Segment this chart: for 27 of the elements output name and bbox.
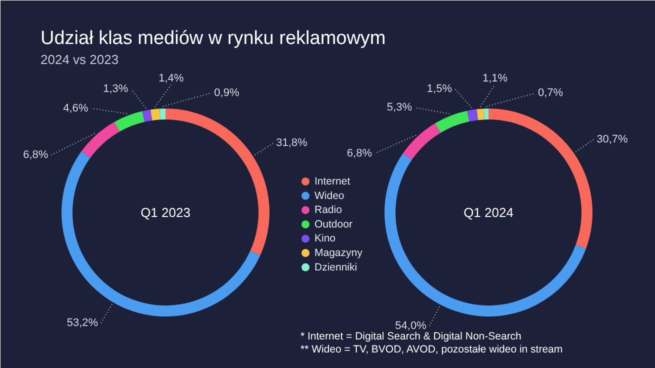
legend-label: Dzienniki (314, 261, 358, 274)
legend-label: Internet (314, 176, 350, 188)
data-label: 30,7% (596, 133, 628, 146)
legend-label: Outdoor (314, 218, 353, 230)
data-label: 4,6% (63, 102, 88, 114)
legend-label: Wideo (314, 190, 344, 202)
data-label: 1,3% (103, 83, 128, 96)
data-label: 31,8% (276, 137, 308, 150)
chart-title: Udział klas mediów w rynku reklamowym (40, 28, 386, 49)
text: * Internet = Digital Search & Digital Non-Search (300, 330, 522, 342)
text: ** Wideo = TV, BVOD, AVOD, pozostałe wideo in stream (300, 344, 563, 356)
data-label: 1,5% (426, 82, 452, 95)
data-label: 6,8% (346, 147, 372, 160)
data-label: 0,9% (214, 86, 240, 99)
chart-subtitle: 2024 vs 2023 (40, 52, 119, 67)
data-label: 53,2% (66, 317, 98, 330)
data-label: 5,3% (386, 102, 412, 114)
data-label: 1,4% (158, 72, 184, 85)
text: Q1 2024 (464, 205, 514, 220)
legend-label: Magazyny (314, 247, 364, 259)
data-label: 0,7% (538, 87, 564, 100)
data-label: 6,8% (23, 148, 48, 161)
legend-label: Radio (314, 204, 342, 216)
legend-label: Kino (314, 232, 336, 245)
text: Q1 2023 (140, 205, 190, 220)
data-label: 54,0% (395, 320, 427, 332)
data-label: 1,1% (482, 72, 508, 85)
